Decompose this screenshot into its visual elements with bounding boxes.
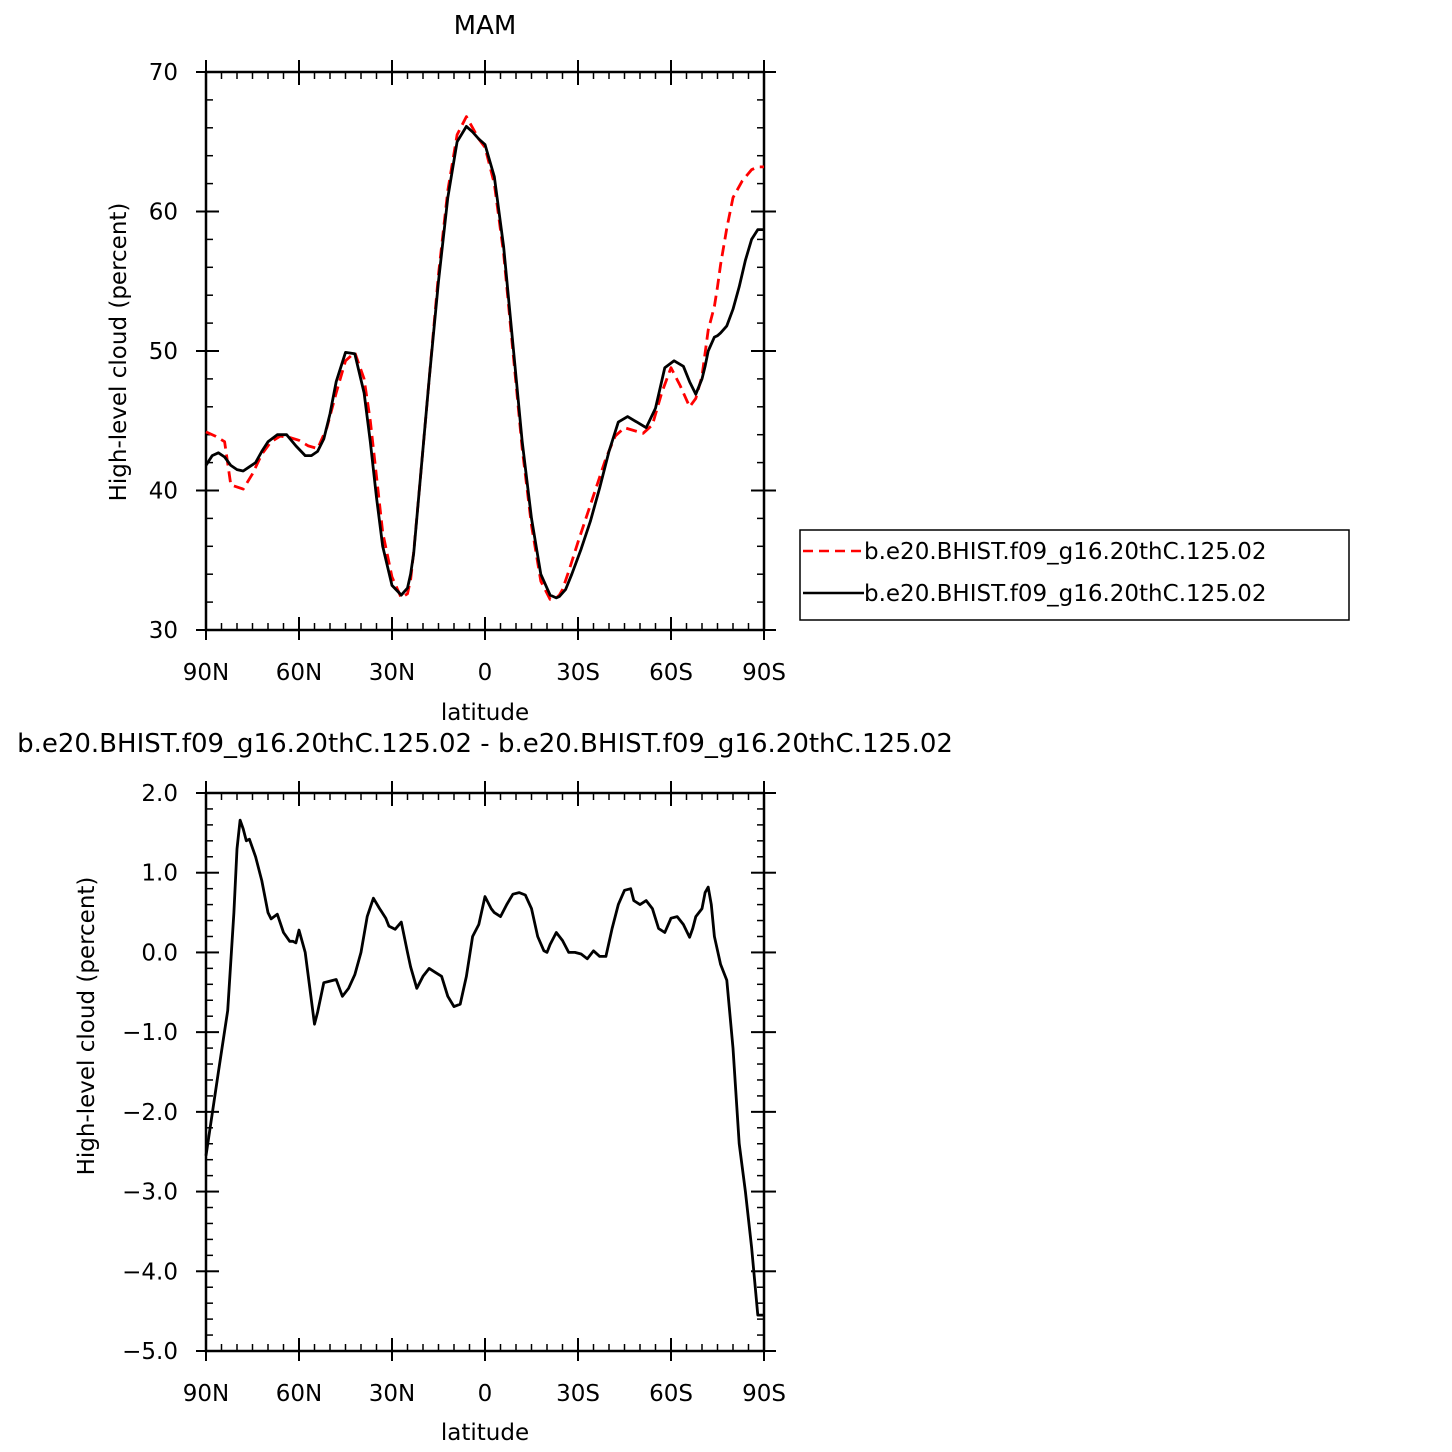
bottom-chart-ylabel: High-level cloud (percent)	[74, 877, 100, 1176]
top-xtick-label: 90N	[183, 660, 229, 686]
bottom-xtick-label: 90S	[742, 1381, 786, 1407]
legend-label-2: b.e20.BHIST.f09_g16.20thC.125.02	[864, 581, 1266, 607]
bottom-frame	[204, 791, 766, 1353]
bottom-ytick-label: −5.0	[122, 1339, 178, 1365]
bottom-ytick-label: 2.0	[141, 781, 178, 807]
legend: b.e20.BHIST.f09_g16.20thC.125.02 b.e20.B…	[799, 529, 1350, 621]
top-ytick-label: 50	[149, 339, 178, 365]
top-ytick-label: 30	[149, 618, 178, 644]
top-series-dashed-line	[205, 115, 764, 601]
top-chart-xlabel: latitude	[441, 700, 529, 726]
top-ytick-label: 40	[149, 479, 178, 505]
top-frame	[204, 70, 766, 632]
bottom-xtick-label: 30S	[556, 1381, 600, 1407]
top-chart-title: MAM	[454, 11, 517, 41]
bottom-ytick-label: −4.0	[122, 1259, 178, 1285]
bottom-xtick-label: 60N	[276, 1381, 322, 1407]
top-plot-area: 90N 60N 30N 0 30S 60S 90S 30 40 50 60 70	[149, 60, 786, 686]
bottom-xtick-label: 0	[478, 1381, 493, 1407]
bottom-chart-title: b.e20.BHIST.f09_g16.20thC.125.02 - b.e20…	[17, 729, 953, 759]
bottom-ytick-label: −1.0	[122, 1020, 178, 1046]
bottom-series-solid-line	[204, 818, 764, 1317]
bottom-ytick-label: 0.0	[141, 940, 178, 966]
legend-box	[799, 529, 1350, 621]
top-series-solid-line	[204, 125, 764, 600]
bottom-xtick-label: 30N	[369, 1381, 415, 1407]
bottom-ytick-label: −2.0	[122, 1100, 178, 1126]
top-xtick-label: 0	[478, 660, 493, 686]
top-xtick-label: 60N	[276, 660, 322, 686]
top-xtick-label: 60S	[649, 660, 693, 686]
bottom-plot-area: 90N 60N 30N 0 30S 60S 90S −5.0 −4.0 −3.0 −2.0 −1.0 0…	[122, 781, 786, 1407]
top-xtick-label: 30S	[556, 660, 600, 686]
bottom-chart-xlabel: latitude	[441, 1420, 529, 1446]
top-chart-ylabel: High-level cloud (percent)	[106, 203, 132, 502]
top-xtick-label: 30N	[369, 660, 415, 686]
top-ytick-label: 60	[149, 200, 178, 226]
legend-label-1: b.e20.BHIST.f09_g16.20thC.125.02	[864, 539, 1266, 565]
bottom-ytick-label: −3.0	[122, 1180, 178, 1206]
bottom-ytick-label: 1.0	[141, 861, 178, 887]
top-xtick-label: 90S	[742, 660, 786, 686]
bottom-xtick-label: 90N	[183, 1381, 229, 1407]
bottom-xtick-label: 60S	[649, 1381, 693, 1407]
top-ytick-label: 70	[149, 60, 178, 86]
